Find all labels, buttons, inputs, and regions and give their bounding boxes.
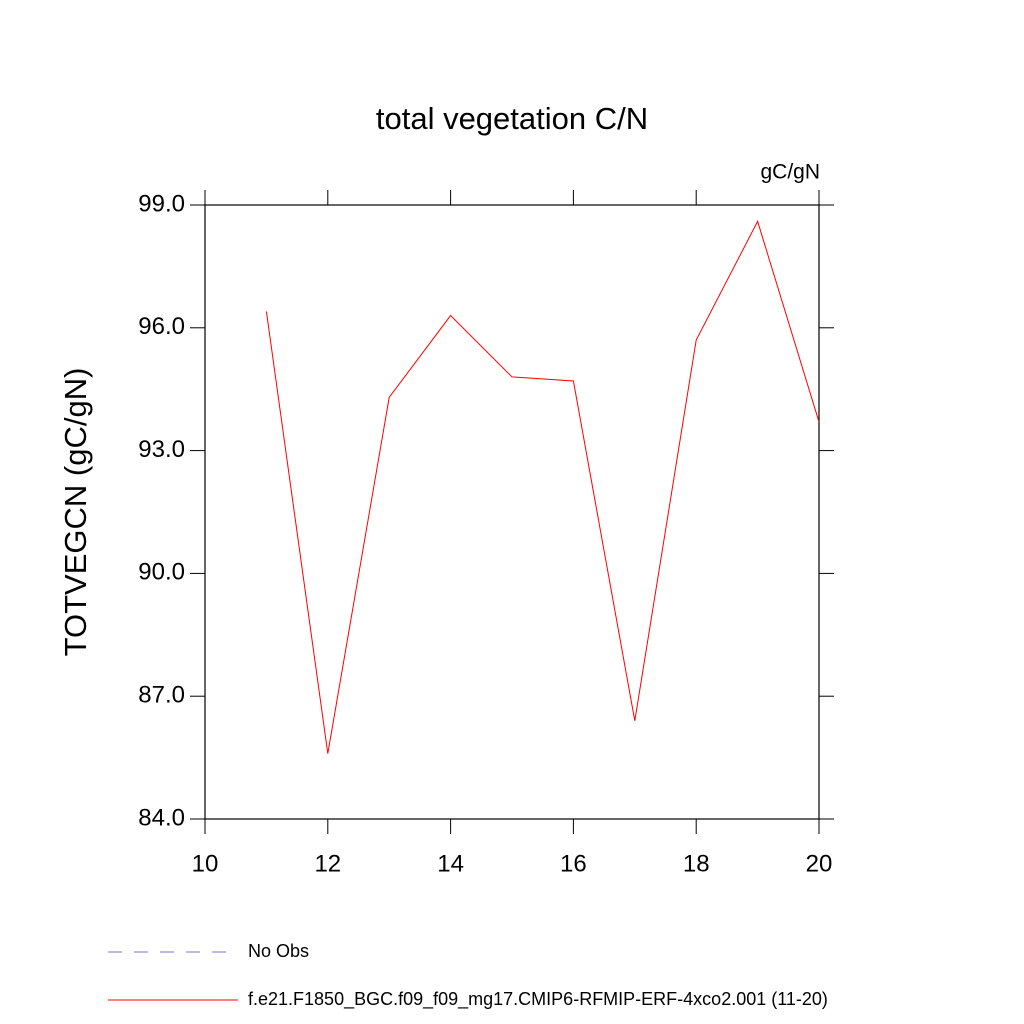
y-tick-label: 93.0: [138, 436, 185, 463]
x-tick-label: 10: [192, 850, 219, 877]
y-tick-label: 84.0: [138, 804, 185, 831]
legend-label: No Obs: [248, 941, 309, 961]
x-tick-label: 16: [560, 850, 587, 877]
units-label: gC/gN: [760, 161, 820, 184]
x-tick-label: 14: [437, 850, 464, 877]
chart-title: total vegetation C/N: [376, 101, 648, 136]
plot-frame: [204, 204, 820, 820]
legend-label: f.e21.F1850_BGC.f09_f09_mg17.CMIP6-RFMIP…: [248, 989, 828, 1010]
y-tick-label: 99.0: [138, 190, 185, 217]
x-tick-label: 12: [314, 850, 341, 877]
y-tick-label: 90.0: [138, 559, 185, 586]
y-tick-label: 96.0: [138, 313, 185, 340]
data-line: [265, 220, 820, 754]
x-tick-label: 20: [806, 850, 833, 877]
y-axis-label: TOTVEGCN (gC/gN): [58, 368, 93, 657]
x-tick-label: 18: [683, 850, 710, 877]
y-tick-label: 87.0: [138, 682, 185, 709]
